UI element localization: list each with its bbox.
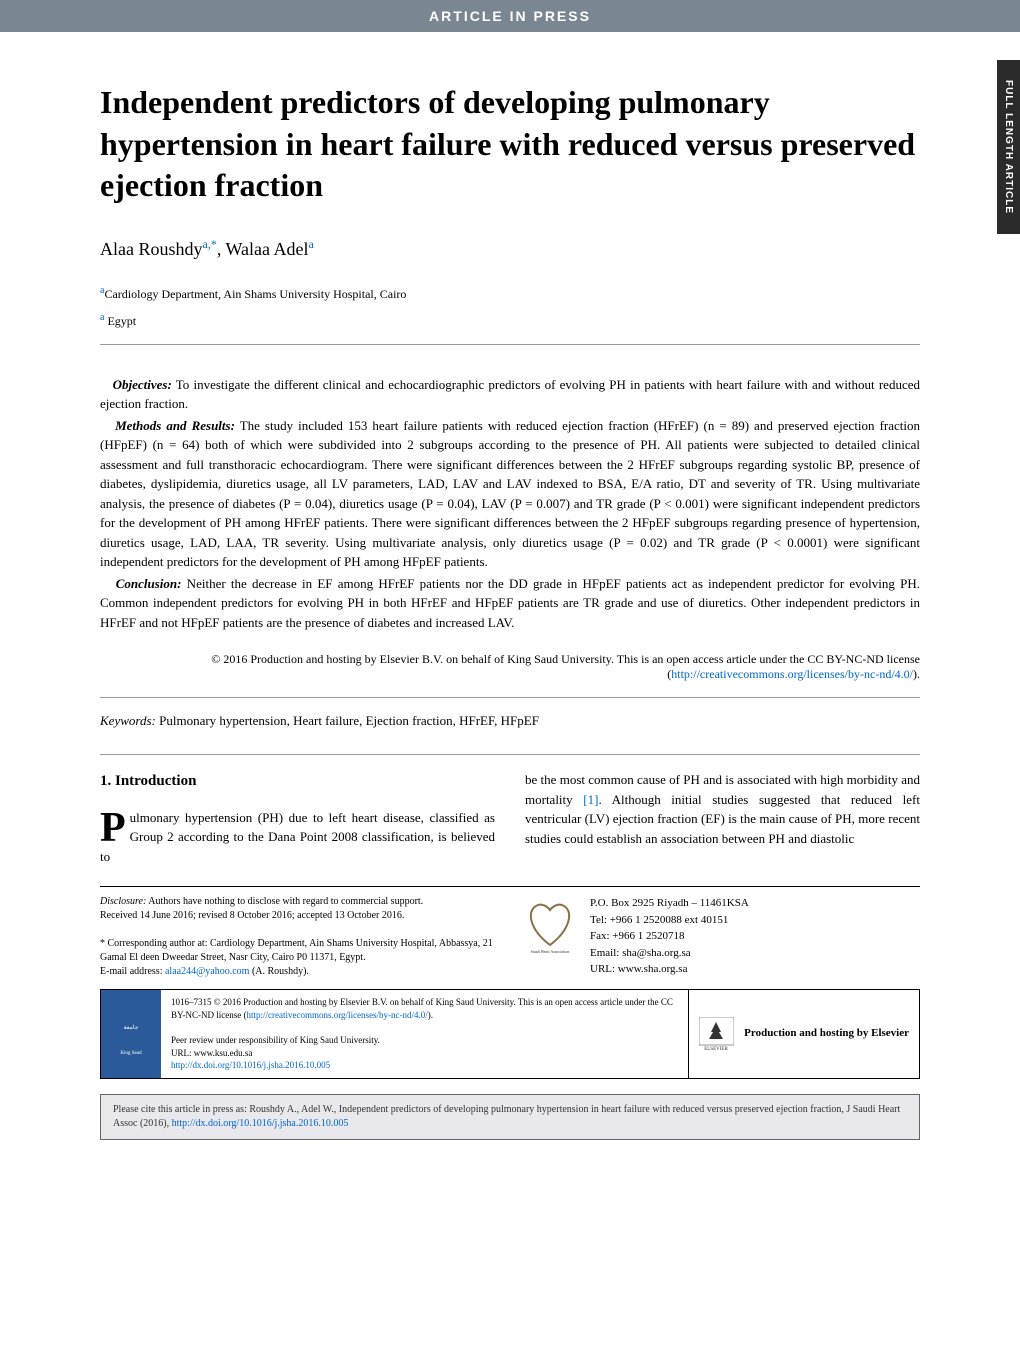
sidebar-article-type: FULL LENGTH ARTICLE xyxy=(997,60,1020,234)
objectives-text: To investigate the different clinical an… xyxy=(100,377,920,412)
disclosure-line: Disclosure: Authors have nothing to disc… xyxy=(100,895,500,909)
authors-line: Alaa Roushdya,*, Walaa Adela xyxy=(100,237,920,260)
email-label: E-mail address: xyxy=(100,966,165,977)
elsevier-tree-icon: ELSEVIER xyxy=(699,1017,734,1052)
disclosure-text: Authors have nothing to disclose with re… xyxy=(146,896,423,907)
affil-1-text: Cardiology Department, Ain Shams Univers… xyxy=(104,287,406,301)
peer-review-line: Peer review under responsibility of King… xyxy=(171,1034,678,1047)
contact-tel: Tel: +966 1 2520088 ext 40151 xyxy=(590,912,749,929)
author-1: Alaa Roushdy xyxy=(100,239,203,259)
abstract-block: Objectives: To investigate the different… xyxy=(100,375,920,633)
contact-info: P.O. Box 2925 Riyadh – 11461KSA Tel: +96… xyxy=(590,895,749,979)
conclusion-label: Conclusion: xyxy=(116,576,182,591)
contact-email: Email: sha@sha.org.sa xyxy=(590,945,749,962)
keywords-line: Keywords: Pulmonary hypertension, Heart … xyxy=(100,713,920,729)
contact-pobox: P.O. Box 2925 Riyadh – 11461KSA xyxy=(590,895,749,912)
affiliation-2: a Egypt xyxy=(100,312,920,329)
copyright-closing: ). xyxy=(913,667,920,681)
author-2: , Walaa Adel xyxy=(217,239,309,259)
conclusion-text: Neither the decrease in EF among HFrEF p… xyxy=(100,576,920,630)
keywords-text: Pulmonary hypertension, Heart failure, E… xyxy=(156,713,539,728)
email-author: (A. Roushdy). xyxy=(249,966,308,977)
intro-heading: 1. Introduction xyxy=(100,770,495,793)
sidebar-label-text: FULL LENGTH ARTICLE xyxy=(1003,80,1014,214)
doi-link[interactable]: http://dx.doi.org/10.1016/j.jsha.2016.10… xyxy=(171,1060,330,1070)
bottom-content: 1016–7315 © 2016 Production and hosting … xyxy=(161,990,688,1078)
banner-text: ARTICLE IN PRESS xyxy=(429,8,591,24)
intro-col-2: be the most common cause of PH and is as… xyxy=(525,770,920,866)
intro-para-1: Pulmonary hypertension (PH) due to left … xyxy=(100,808,495,867)
elsevier-text: Production and hosting by Elsevier xyxy=(744,1026,909,1041)
contact-url: URL: www.sha.org.sa xyxy=(590,961,749,978)
received-line: Received 14 June 2016; revised 8 October… xyxy=(100,909,500,923)
svg-text:Saudi Heart Association: Saudi Heart Association xyxy=(531,949,570,954)
svg-text:جامعة: جامعة xyxy=(124,1024,139,1031)
elsevier-box: ELSEVIER Production and hosting by Elsev… xyxy=(688,990,919,1078)
objectives-label: Objectives: xyxy=(113,377,172,392)
license-link[interactable]: http://creativecommons.org/licenses/by-n… xyxy=(671,667,913,681)
reference-1[interactable]: [1] xyxy=(583,792,598,807)
ksu-url: URL: www.ksu.edu.sa xyxy=(171,1047,678,1060)
divider-3 xyxy=(100,754,920,755)
article-title: Independent predictors of developing pul… xyxy=(100,82,920,207)
bottom-license-link[interactable]: http://creativecommons.org/licenses/by-n… xyxy=(247,1010,428,1020)
abstract-objectives: Objectives: To investigate the different… xyxy=(100,375,920,414)
copyright-line: © 2016 Production and hosting by Elsevie… xyxy=(100,652,920,682)
issn-line: 1016–7315 © 2016 Production and hosting … xyxy=(171,996,678,1021)
affil-2-text: Egypt xyxy=(104,314,136,328)
intro-col1-text: ulmonary hypertension (PH) due to left h… xyxy=(100,810,495,864)
bottom-box: جامعة King Saud 1016–7315 © 2016 Product… xyxy=(100,989,920,1079)
ksu-logo: جامعة King Saud xyxy=(101,990,161,1078)
footer-flex: Disclosure: Authors have nothing to disc… xyxy=(100,895,920,979)
intro-para-2: be the most common cause of PH and is as… xyxy=(525,770,920,848)
article-content: Independent predictors of developing pul… xyxy=(0,32,1020,1160)
affiliation-1: aCardiology Department, Ain Shams Univer… xyxy=(100,285,920,302)
citation-box: Please cite this article in press as: Ro… xyxy=(100,1094,920,1140)
contact-fax: Fax: +966 1 2520718 xyxy=(590,928,749,945)
bottom-closing: ). xyxy=(428,1010,433,1020)
elsevier-label: ELSEVIER xyxy=(704,1047,728,1052)
footer-section: Disclosure: Authors have nothing to disc… xyxy=(100,886,920,1140)
intro-columns: 1. Introduction Pulmonary hypertension (… xyxy=(100,770,920,866)
dropcap-p: P xyxy=(100,808,130,846)
divider-2 xyxy=(100,697,920,698)
footer-left: Disclosure: Authors have nothing to disc… xyxy=(100,895,500,979)
citation-doi-link[interactable]: http://dx.doi.org/10.1016/j.jsha.2016.10… xyxy=(172,1118,349,1129)
author-email-link[interactable]: alaa244@yahoo.com xyxy=(165,966,249,977)
heart-logo-icon: Saudi Heart Association xyxy=(520,895,580,955)
doi-line: http://dx.doi.org/10.1016/j.jsha.2016.10… xyxy=(171,1059,678,1072)
divider-1 xyxy=(100,344,920,345)
article-in-press-banner: ARTICLE IN PRESS xyxy=(0,0,1020,32)
keywords-label: Keywords: xyxy=(100,713,156,728)
email-line: E-mail address: alaa244@yahoo.com (A. Ro… xyxy=(100,965,500,979)
methods-text: The study included 153 heart failure pat… xyxy=(100,418,920,570)
svg-text:King Saud: King Saud xyxy=(120,1051,142,1056)
author-2-affil: a xyxy=(309,237,314,251)
intro-col-1: 1. Introduction Pulmonary hypertension (… xyxy=(100,770,495,866)
author-1-affil: a, xyxy=(203,237,211,251)
methods-label: Methods and Results: xyxy=(115,418,235,433)
abstract-methods: Methods and Results: The study included … xyxy=(100,416,920,572)
footer-right: Saudi Heart Association P.O. Box 2925 Ri… xyxy=(520,895,920,979)
abstract-conclusion: Conclusion: Neither the decrease in EF a… xyxy=(100,574,920,633)
disclosure-label: Disclosure: xyxy=(100,896,146,907)
corresponding-author: * Corresponding author at: Cardiology De… xyxy=(100,937,500,965)
